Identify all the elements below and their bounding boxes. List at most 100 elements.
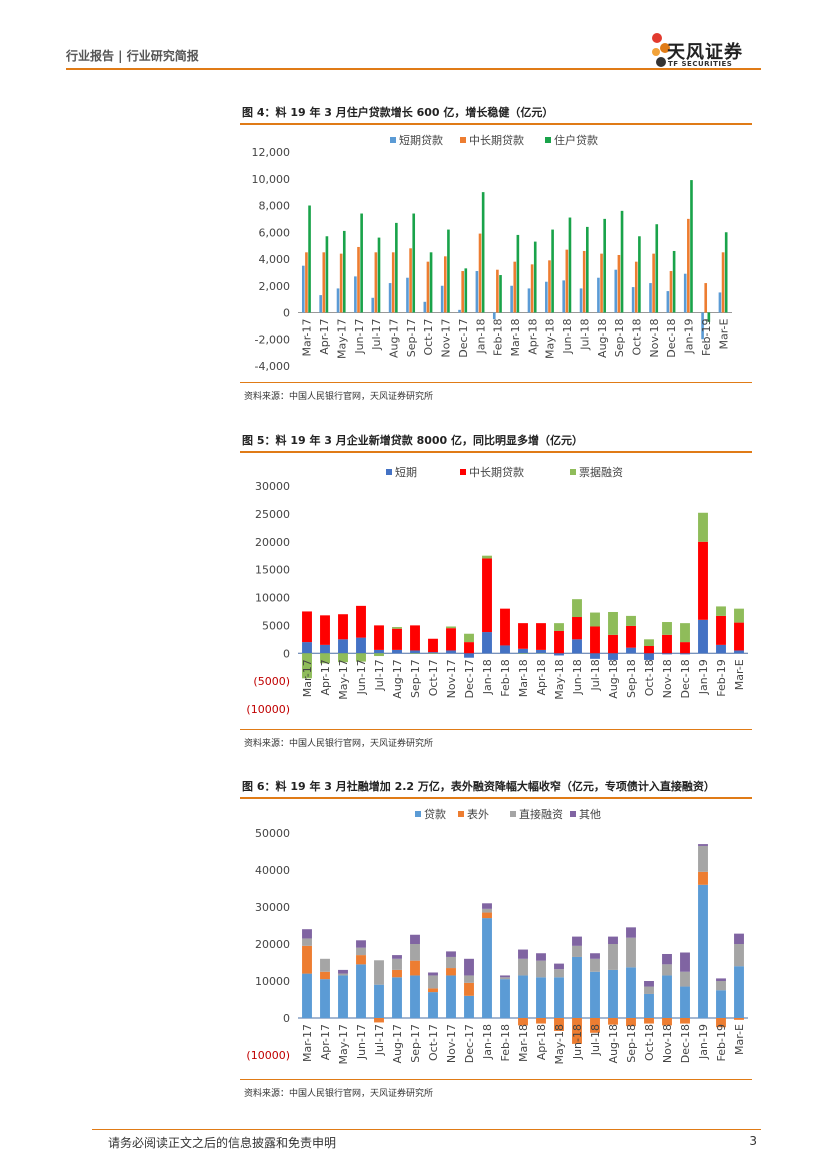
page-number: 3 xyxy=(749,1134,757,1148)
bar-短期 xyxy=(428,652,438,654)
bar-短期 xyxy=(662,653,672,655)
bar-表外 xyxy=(590,1018,600,1033)
bar-中长期贷款 xyxy=(357,246,360,313)
x-tick-label: Mar-17 xyxy=(301,659,314,697)
bar-短期 xyxy=(536,649,546,654)
bar-其他 xyxy=(734,933,744,944)
x-tick-label: Oct-18 xyxy=(643,659,656,696)
bar-贷款 xyxy=(572,956,582,1018)
bar-表外 xyxy=(392,969,402,978)
bar-短期贷款 xyxy=(371,297,375,313)
bar-直接融资 xyxy=(680,971,690,987)
bar-直接融资 xyxy=(482,908,492,913)
bar-表外 xyxy=(716,1018,726,1028)
bar-短期贷款 xyxy=(579,288,583,313)
bar-直接融资 xyxy=(536,960,546,978)
bar-中长期贷款 xyxy=(626,625,636,648)
bar-贷款 xyxy=(392,977,402,1018)
bar-其他 xyxy=(338,969,348,974)
bar-中长期贷款 xyxy=(302,611,312,643)
bar-贷款 xyxy=(428,992,438,1018)
bar-住户贷款 xyxy=(360,213,363,313)
bar-住户贷款 xyxy=(464,268,468,313)
bar-直接融资 xyxy=(410,944,420,961)
x-tick-label: Apr-18 xyxy=(535,659,548,695)
x-tick-label: May-18 xyxy=(553,1024,566,1065)
bar-票据融资 xyxy=(356,653,366,662)
x-tick-label: Mar-E xyxy=(733,1024,746,1055)
bar-中长期贷款 xyxy=(482,558,492,633)
y-tick-label: 20000 xyxy=(255,536,290,549)
legend-label: 中长期贷款 xyxy=(469,465,524,479)
bar-其他 xyxy=(428,972,438,976)
bar-其他 xyxy=(410,934,420,944)
bar-短期 xyxy=(518,648,528,654)
x-tick-label: Nov-17 xyxy=(440,319,453,358)
bar-票据融资 xyxy=(590,612,600,627)
bar-贷款 xyxy=(608,969,618,1018)
bar-直接融资 xyxy=(302,938,312,946)
bar-贷款 xyxy=(464,995,474,1018)
bar-贷款 xyxy=(482,918,492,1018)
bar-短期贷款 xyxy=(666,291,670,313)
y-tick-label: -4,000 xyxy=(255,360,290,373)
bar-表外 xyxy=(662,1018,672,1026)
figure-6-top-rule xyxy=(240,797,752,799)
bar-其他 xyxy=(644,981,654,987)
bar-短期 xyxy=(320,644,330,654)
figure-5-title: 图 5：料 19 年 3 月企业新增贷款 8000 亿，同比明显多增（亿元） xyxy=(242,434,584,447)
bar-中长期贷款 xyxy=(409,248,412,313)
legend-swatch xyxy=(570,811,576,817)
figure-5-chart: (10000) (5000) 0 5000 10000 15000 20000 25000 30… xyxy=(246,465,748,716)
bar-中长期贷款 xyxy=(339,253,343,313)
legend-label: 住户贷款 xyxy=(554,133,598,147)
bar-中长期贷款 xyxy=(721,252,725,313)
x-tick-label: Mar-E xyxy=(717,318,730,349)
x-tick-label: Jan-19 xyxy=(697,659,710,695)
y-tick-label: 10000 xyxy=(255,975,290,988)
bar-短期贷款 xyxy=(631,287,635,313)
bar-短期贷款 xyxy=(301,265,305,313)
x-tick-label: May-18 xyxy=(553,659,566,700)
bar-直接融资 xyxy=(428,975,438,989)
bar-短期 xyxy=(608,653,618,660)
x-tick-label: Apr-17 xyxy=(319,1024,332,1060)
y-tick-label: 0 xyxy=(283,647,290,660)
bar-其他 xyxy=(392,955,402,959)
company-logo xyxy=(650,30,770,70)
x-tick-label: Oct-17 xyxy=(427,659,440,696)
bar-中长期贷款 xyxy=(305,252,308,313)
bar-直接融资 xyxy=(734,944,744,967)
legend-label: 表外 xyxy=(467,807,489,821)
legend-swatch xyxy=(390,137,396,143)
x-tick-label: Aug-18 xyxy=(596,319,609,358)
bar-表外 xyxy=(410,960,420,976)
y-tick-label: 30000 xyxy=(255,480,290,493)
x-tick-label: Apr-17 xyxy=(319,659,332,695)
bar-贷款 xyxy=(680,986,690,1018)
bar-中长期贷款 xyxy=(600,253,603,313)
bar-中长期贷款 xyxy=(446,628,456,651)
legend-swatch xyxy=(460,137,466,143)
bar-票据融资 xyxy=(338,653,348,663)
bar-直接融资 xyxy=(554,969,564,978)
bar-贷款 xyxy=(356,964,366,1018)
bar-票据融资 xyxy=(410,653,420,654)
bar-直接融资 xyxy=(608,944,618,970)
bar-其他 xyxy=(536,953,546,961)
x-tick-label: Feb-18 xyxy=(499,1024,512,1061)
x-tick-label: Aug-18 xyxy=(607,659,620,698)
x-tick-label: Dec-18 xyxy=(679,659,692,698)
bar-其他 xyxy=(302,929,312,939)
x-tick-label: Mar-17 xyxy=(301,1024,314,1062)
y-tick-label: 50000 xyxy=(255,827,290,840)
bar-票据融资 xyxy=(554,623,564,631)
x-tick-label: Dec-17 xyxy=(457,319,470,358)
bar-中长期贷款 xyxy=(652,253,655,313)
bar-住户贷款 xyxy=(586,226,589,313)
bar-短期贷款 xyxy=(649,283,652,313)
x-tick-label: May-17 xyxy=(337,659,350,700)
x-tick-label: Mar-18 xyxy=(509,319,522,357)
legend-swatch xyxy=(460,469,466,475)
bar-贷款 xyxy=(662,975,672,1018)
